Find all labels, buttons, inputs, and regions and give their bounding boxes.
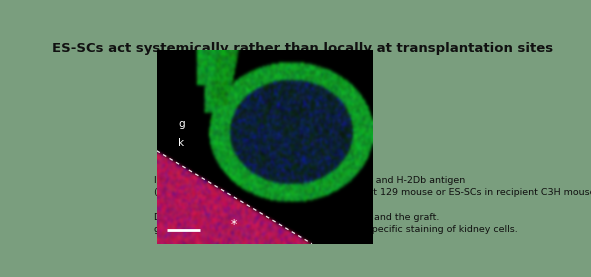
Text: k: k (178, 138, 184, 148)
Text: ES-SCs act systemically rather than locally at transplantation sites: ES-SCs act systemically rather than loca… (53, 42, 553, 55)
Text: *: * (231, 218, 238, 231)
Text: g: g (178, 119, 185, 129)
Text: Immunohistological staining for F4/80 antigen and H-2Db antigen
(indicating reci: Immunohistological staining for F4/80 an… (154, 176, 591, 234)
